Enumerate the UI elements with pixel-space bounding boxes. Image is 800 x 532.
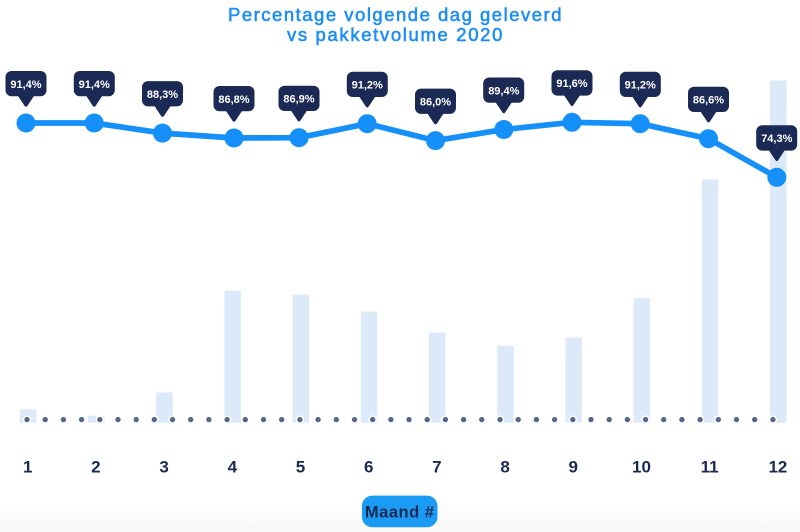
svg-text:4: 4 [228,457,238,476]
svg-text:86,8%: 86,8% [218,94,249,106]
svg-text:8: 8 [500,457,509,476]
svg-text:5: 5 [296,457,305,476]
svg-text:88,3%: 88,3% [147,89,178,101]
svg-text:91,4%: 91,4% [10,79,41,91]
svg-text:2: 2 [91,457,100,476]
svg-text:7: 7 [432,457,441,476]
svg-text:12: 12 [768,457,787,476]
svg-text:91,4%: 91,4% [79,79,110,91]
svg-text:86,6%: 86,6% [693,95,724,107]
svg-text:10: 10 [632,457,651,476]
svg-text:3: 3 [159,457,168,476]
svg-text:89,4%: 89,4% [488,85,519,97]
svg-text:86,9%: 86,9% [283,94,314,106]
svg-text:9: 9 [568,457,577,476]
svg-text:86,0%: 86,0% [420,96,451,108]
svg-text:Maand #: Maand # [365,504,435,522]
svg-text:vs pakketvolume 2020: vs pakketvolume 2020 [287,24,504,45]
svg-text:91,2%: 91,2% [625,80,656,92]
svg-text:74,3%: 74,3% [761,133,792,145]
svg-text:91,2%: 91,2% [352,80,383,92]
svg-text:11: 11 [701,457,719,476]
svg-text:91,6%: 91,6% [556,78,587,90]
svg-text:6: 6 [364,457,373,476]
svg-text:1: 1 [23,457,32,476]
svg-text:Percentage volgende dag geleve: Percentage volgende dag geleverd [228,4,563,25]
